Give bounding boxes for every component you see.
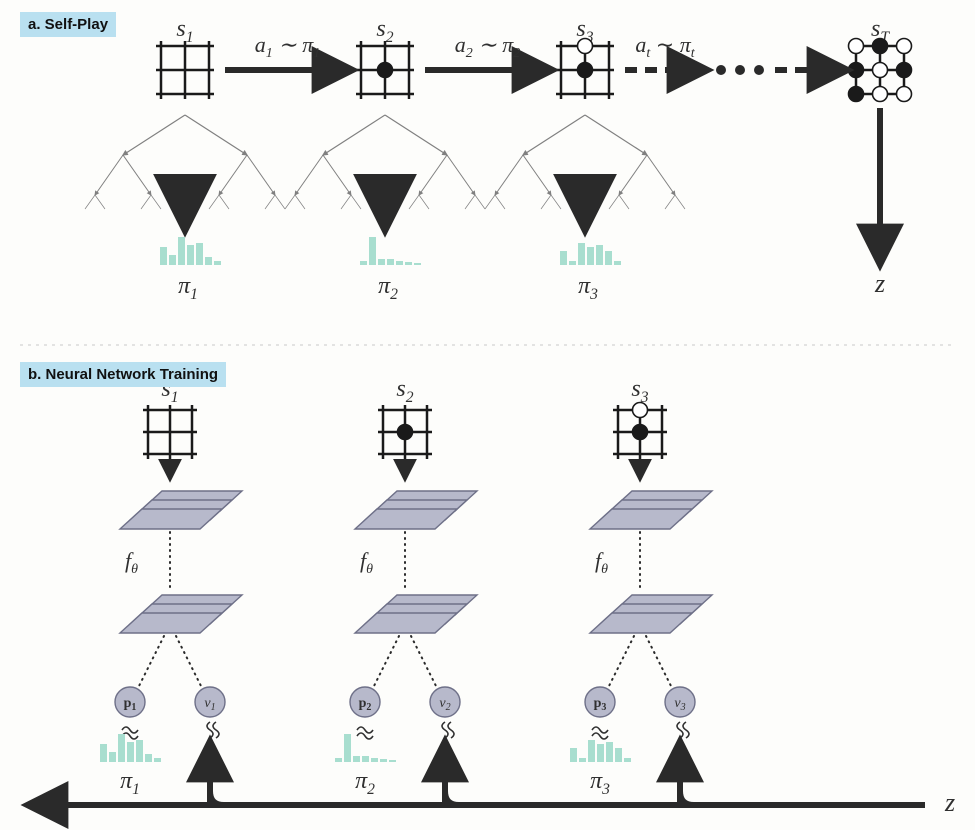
diagram-svg: s1s2s3sTa1 ∼ π1a2 ∼ π2at ∼ πtπ1π2π3zs1fθ… bbox=[0, 0, 975, 830]
svg-text:a2 ∼ π2: a2 ∼ π2 bbox=[455, 32, 520, 61]
svg-text:π3: π3 bbox=[578, 273, 598, 303]
svg-text:z: z bbox=[944, 788, 955, 817]
panel-a-label: a. Self-Play bbox=[20, 12, 116, 37]
svg-text:s3: s3 bbox=[631, 376, 648, 406]
svg-text:s2: s2 bbox=[396, 376, 413, 406]
svg-text:a1 ∼ π1: a1 ∼ π1 bbox=[255, 32, 320, 61]
svg-text:fθ: fθ bbox=[595, 548, 608, 577]
svg-text:π1: π1 bbox=[178, 273, 198, 303]
svg-text:at ∼ πt: at ∼ πt bbox=[635, 32, 695, 61]
svg-text:π3: π3 bbox=[590, 768, 610, 798]
svg-text:fθ: fθ bbox=[360, 548, 373, 577]
svg-text:π1: π1 bbox=[120, 768, 140, 798]
svg-text:z: z bbox=[874, 269, 885, 298]
svg-text:π2: π2 bbox=[355, 768, 375, 798]
svg-text:fθ: fθ bbox=[125, 548, 138, 577]
panel-b-label: b. Neural Network Training bbox=[20, 362, 226, 387]
svg-text:π2: π2 bbox=[378, 273, 398, 303]
